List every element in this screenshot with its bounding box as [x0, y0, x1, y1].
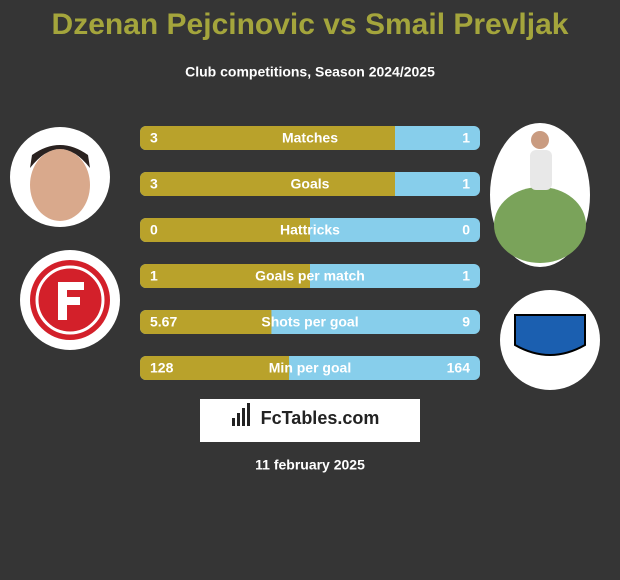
right-value: 164: [447, 360, 471, 376]
bar-left-edge: [265, 310, 272, 334]
right-club-logo: [500, 290, 600, 390]
stat-label: Shots per goal: [261, 314, 358, 330]
bar-left: [140, 218, 310, 242]
right-value: 9: [462, 314, 470, 330]
left-value: 0: [150, 222, 158, 238]
left-player-photo: [10, 127, 110, 227]
subtitle: Club competitions, Season 2024/2025: [185, 64, 435, 80]
brand: FcTables.com: [261, 408, 380, 428]
right-value: 1: [462, 268, 470, 284]
bar-left: [140, 310, 272, 334]
bar-left-edge: [389, 126, 395, 150]
right-player-photo: [490, 123, 590, 267]
bar-left: [140, 264, 310, 288]
left-value: 1: [150, 268, 158, 284]
stat-rows: 3 Matches 1 3 Goals 1 0 Hattricks 0 1 Goals per ma…: [140, 126, 480, 380]
left-value: 3: [150, 130, 158, 146]
right-value: 0: [462, 222, 470, 238]
brand-icon: [232, 403, 250, 426]
right-value: 1: [462, 130, 470, 146]
bar-left: [140, 356, 290, 380]
bar-left: [140, 126, 395, 150]
left-value: 5.67: [150, 314, 177, 330]
right-value: 1: [462, 176, 470, 192]
bar-left-edge: [304, 218, 310, 242]
title: Dzenan Pejcinovic vs Smail Prevljak: [52, 8, 569, 41]
stat-label: Goals per match: [255, 268, 365, 284]
bar-left-edge: [389, 172, 395, 196]
left-club-logo: [20, 250, 120, 350]
brand-box: [200, 399, 420, 442]
stat-label: Hattricks: [280, 222, 340, 238]
bar-left-edge: [283, 356, 290, 380]
bar-left-edge: [304, 264, 310, 288]
left-value: 3: [150, 176, 158, 192]
left-value: 128: [150, 360, 174, 376]
stat-label: Min per goal: [269, 360, 351, 376]
bar-left: [140, 172, 395, 196]
date: 11 february 2025: [255, 457, 365, 473]
stat-label: Goals: [291, 176, 330, 192]
stat-label: Matches: [282, 130, 338, 146]
